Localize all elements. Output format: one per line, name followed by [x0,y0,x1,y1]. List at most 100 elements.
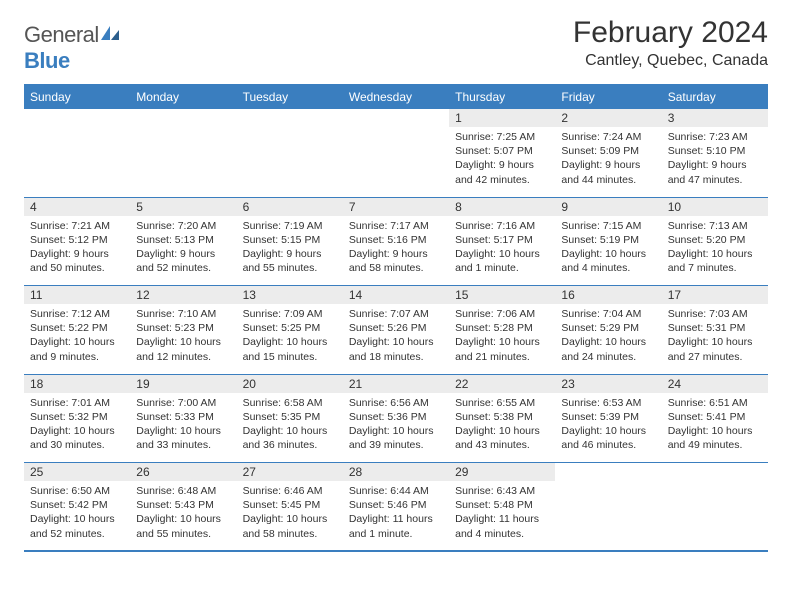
day-cell: Sunrise: 6:43 AMSunset: 5:48 PMDaylight:… [449,481,555,551]
day-header: Friday [555,85,661,109]
sunset-text: Sunset: 5:15 PM [243,233,337,247]
daylight-text: Daylight: 10 hours and 9 minutes. [30,335,124,363]
content-row: Sunrise: 7:21 AMSunset: 5:12 PMDaylight:… [24,216,768,286]
sunset-text: Sunset: 5:36 PM [349,410,443,424]
day-number [24,109,130,128]
page-header: GeneralBlue February 2024 Cantley, Quebe… [24,16,768,74]
daynum-row: 11121314151617 [24,286,768,305]
day-number: 20 [237,374,343,393]
day-cell: Sunrise: 7:07 AMSunset: 5:26 PMDaylight:… [343,304,449,374]
day-number: 3 [662,109,768,128]
day-number: 28 [343,463,449,482]
sunrise-text: Sunrise: 7:03 AM [668,307,762,321]
sunrise-text: Sunrise: 6:43 AM [455,484,549,498]
day-number [343,109,449,128]
sunrise-text: Sunrise: 6:51 AM [668,396,762,410]
logo-word1: General [24,22,99,47]
sunrise-text: Sunrise: 7:15 AM [561,219,655,233]
day-cell: Sunrise: 7:04 AMSunset: 5:29 PMDaylight:… [555,304,661,374]
day-header: Thursday [449,85,555,109]
day-cell: Sunrise: 7:16 AMSunset: 5:17 PMDaylight:… [449,216,555,286]
daylight-text: Daylight: 10 hours and 18 minutes. [349,335,443,363]
day-cell: Sunrise: 6:53 AMSunset: 5:39 PMDaylight:… [555,393,661,463]
day-cell: Sunrise: 6:55 AMSunset: 5:38 PMDaylight:… [449,393,555,463]
daylight-text: Daylight: 10 hours and 52 minutes. [30,512,124,540]
sunset-text: Sunset: 5:43 PM [136,498,230,512]
day-cell [555,481,661,551]
daylight-text: Daylight: 9 hours and 44 minutes. [561,158,655,186]
day-number: 16 [555,286,661,305]
daylight-text: Daylight: 10 hours and 39 minutes. [349,424,443,452]
day-number: 13 [237,286,343,305]
content-row: Sunrise: 6:50 AMSunset: 5:42 PMDaylight:… [24,481,768,551]
day-number: 4 [24,197,130,216]
day-cell: Sunrise: 7:01 AMSunset: 5:32 PMDaylight:… [24,393,130,463]
day-number: 22 [449,374,555,393]
day-number: 5 [130,197,236,216]
daylight-text: Daylight: 10 hours and 1 minute. [455,247,549,275]
sunset-text: Sunset: 5:13 PM [136,233,230,247]
day-number: 11 [24,286,130,305]
logo: GeneralBlue [24,22,121,74]
daylight-text: Daylight: 10 hours and 55 minutes. [136,512,230,540]
sunset-text: Sunset: 5:28 PM [455,321,549,335]
sunrise-text: Sunrise: 7:04 AM [561,307,655,321]
day-header: Monday [130,85,236,109]
day-number: 1 [449,109,555,128]
day-cell: Sunrise: 7:00 AMSunset: 5:33 PMDaylight:… [130,393,236,463]
sunset-text: Sunset: 5:07 PM [455,144,549,158]
sunrise-text: Sunrise: 7:07 AM [349,307,443,321]
sunrise-text: Sunrise: 6:44 AM [349,484,443,498]
sunset-text: Sunset: 5:38 PM [455,410,549,424]
day-cell: Sunrise: 7:03 AMSunset: 5:31 PMDaylight:… [662,304,768,374]
day-number: 21 [343,374,449,393]
daylight-text: Daylight: 11 hours and 4 minutes. [455,512,549,540]
day-number: 29 [449,463,555,482]
sunset-text: Sunset: 5:09 PM [561,144,655,158]
sail-icon [99,22,121,40]
month-title: February 2024 [573,16,768,50]
logo-text: GeneralBlue [24,22,121,74]
content-row: Sunrise: 7:25 AMSunset: 5:07 PMDaylight:… [24,127,768,197]
sunset-text: Sunset: 5:31 PM [668,321,762,335]
content-row: Sunrise: 7:01 AMSunset: 5:32 PMDaylight:… [24,393,768,463]
sunset-text: Sunset: 5:41 PM [668,410,762,424]
daylight-text: Daylight: 10 hours and 30 minutes. [30,424,124,452]
sunrise-text: Sunrise: 6:46 AM [243,484,337,498]
day-number [237,109,343,128]
daylight-text: Daylight: 9 hours and 52 minutes. [136,247,230,275]
day-cell: Sunrise: 6:44 AMSunset: 5:46 PMDaylight:… [343,481,449,551]
day-number: 7 [343,197,449,216]
day-cell: Sunrise: 7:17 AMSunset: 5:16 PMDaylight:… [343,216,449,286]
day-number: 8 [449,197,555,216]
sunrise-text: Sunrise: 6:48 AM [136,484,230,498]
daylight-text: Daylight: 10 hours and 49 minutes. [668,424,762,452]
daylight-text: Daylight: 10 hours and 46 minutes. [561,424,655,452]
sunrise-text: Sunrise: 7:19 AM [243,219,337,233]
day-cell [662,481,768,551]
day-number [130,109,236,128]
day-cell: Sunrise: 6:58 AMSunset: 5:35 PMDaylight:… [237,393,343,463]
daylight-text: Daylight: 9 hours and 58 minutes. [349,247,443,275]
calendar-body: 123Sunrise: 7:25 AMSunset: 5:07 PMDaylig… [24,109,768,552]
calendar-page: GeneralBlue February 2024 Cantley, Quebe… [0,0,792,568]
sunset-text: Sunset: 5:39 PM [561,410,655,424]
daylight-text: Daylight: 9 hours and 55 minutes. [243,247,337,275]
sunrise-text: Sunrise: 7:17 AM [349,219,443,233]
daynum-row: 2526272829 [24,463,768,482]
day-cell: Sunrise: 7:12 AMSunset: 5:22 PMDaylight:… [24,304,130,374]
sunrise-text: Sunrise: 7:13 AM [668,219,762,233]
sunrise-text: Sunrise: 7:21 AM [30,219,124,233]
day-number: 26 [130,463,236,482]
sunset-text: Sunset: 5:10 PM [668,144,762,158]
day-cell [24,127,130,197]
daylight-text: Daylight: 11 hours and 1 minute. [349,512,443,540]
sunrise-text: Sunrise: 7:09 AM [243,307,337,321]
sunset-text: Sunset: 5:45 PM [243,498,337,512]
sunrise-text: Sunrise: 7:06 AM [455,307,549,321]
daylight-text: Daylight: 10 hours and 15 minutes. [243,335,337,363]
day-number: 9 [555,197,661,216]
day-cell: Sunrise: 7:15 AMSunset: 5:19 PMDaylight:… [555,216,661,286]
daylight-text: Daylight: 9 hours and 47 minutes. [668,158,762,186]
day-cell: Sunrise: 7:24 AMSunset: 5:09 PMDaylight:… [555,127,661,197]
